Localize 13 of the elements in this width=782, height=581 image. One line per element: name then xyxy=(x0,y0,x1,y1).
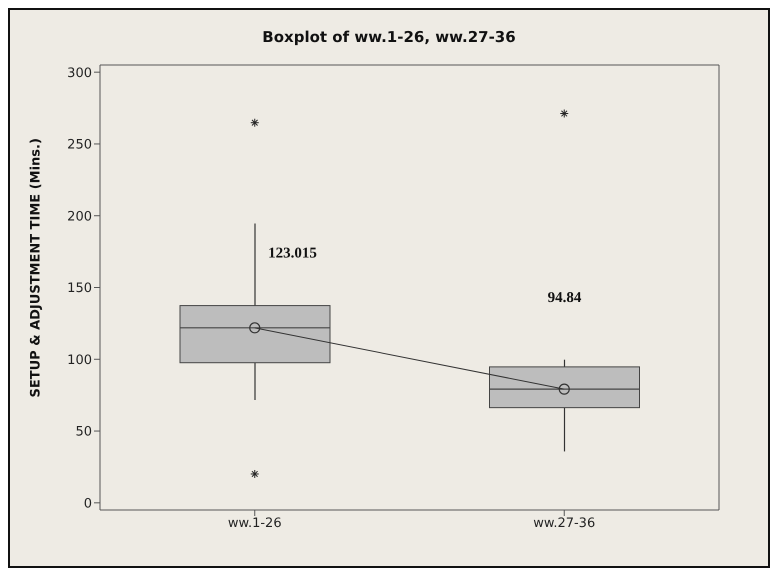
y-tick-label: 250 xyxy=(67,138,92,153)
x-tick-label: ww.1-26 xyxy=(228,516,282,532)
x-tick-label: ww.27-36 xyxy=(533,516,596,532)
annotation: 94.84 xyxy=(548,290,582,306)
y-tick-label: 150 xyxy=(67,281,92,296)
annotation: 123.015 xyxy=(268,246,317,262)
y-tick-label: 50 xyxy=(75,424,92,440)
y-tick-label: 100 xyxy=(67,352,92,368)
y-tick-label: 0 xyxy=(84,496,92,512)
y-tick-label: 300 xyxy=(67,66,92,81)
y-tick-label: 200 xyxy=(67,209,92,224)
y-axis-title: SETUP & ADJUSTMENT TIME (Mins.) xyxy=(28,138,44,398)
chart-title: Boxplot of ww.1-26, ww.27-36 xyxy=(261,28,517,46)
